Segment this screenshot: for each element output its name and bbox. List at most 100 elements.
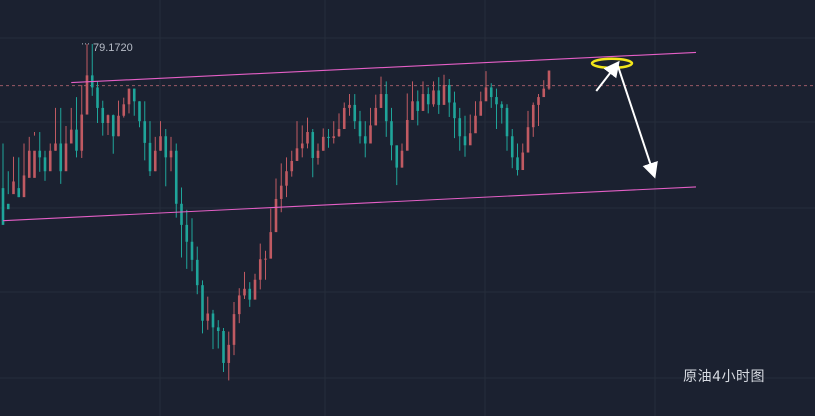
candle-body — [468, 133, 472, 146]
candle — [437, 77, 441, 114]
candle — [159, 121, 162, 151]
candle — [33, 132, 36, 178]
candle-body — [437, 90, 441, 105]
candle-body — [232, 314, 236, 345]
candle — [195, 246, 199, 295]
candle — [96, 81, 99, 123]
candle-body — [489, 87, 493, 98]
candle — [421, 81, 425, 111]
candle-body — [264, 258, 267, 260]
candle — [500, 101, 504, 124]
chart-caption: 原油4小时图 — [683, 369, 765, 385]
candle — [27, 136, 31, 178]
candle — [48, 143, 52, 172]
candle — [411, 81, 414, 120]
candle — [369, 107, 372, 144]
candle-body — [64, 143, 68, 172]
candle-body — [474, 115, 477, 134]
candle-body — [479, 101, 483, 116]
candle — [64, 126, 68, 172]
candle — [505, 104, 509, 151]
candle — [143, 101, 147, 161]
candle — [379, 76, 383, 108]
candle-body — [453, 102, 456, 119]
candle-body — [206, 313, 210, 321]
candle-body — [127, 88, 131, 105]
candle — [75, 97, 78, 158]
candle-body — [342, 107, 346, 130]
candle-body — [505, 107, 509, 137]
annotation-arrow — [616, 63, 658, 179]
candle — [489, 83, 493, 108]
candle — [342, 102, 346, 130]
candles — [1, 44, 551, 381]
candle-body — [516, 157, 519, 171]
candle-body — [85, 75, 89, 115]
candle-body — [290, 160, 294, 172]
candle-body — [306, 132, 309, 144]
candle — [479, 91, 483, 116]
candle-body — [33, 150, 36, 178]
candle — [274, 178, 278, 233]
candle — [185, 209, 189, 269]
candle-body — [111, 115, 115, 137]
candle — [138, 101, 141, 128]
candle — [537, 94, 540, 127]
candle-body — [395, 145, 399, 168]
candle — [243, 271, 246, 300]
candle-body — [316, 150, 320, 158]
candle — [59, 107, 63, 184]
candle — [542, 80, 546, 98]
candle — [348, 94, 351, 116]
candle — [453, 91, 456, 139]
candle-body — [180, 203, 183, 225]
candle-body — [269, 232, 273, 259]
candle-body — [54, 143, 57, 151]
high-price-value: 79.1720 — [93, 42, 133, 54]
candle-body — [300, 143, 304, 149]
candle — [316, 143, 320, 165]
candle-body — [369, 125, 372, 144]
candle-body — [321, 136, 325, 151]
candle — [327, 129, 330, 148]
candle — [353, 94, 357, 130]
candle — [510, 129, 514, 169]
candle — [164, 129, 168, 187]
candle — [248, 282, 252, 307]
candle-body — [243, 288, 246, 296]
candle-body — [75, 129, 78, 151]
candle — [358, 110, 362, 144]
annotation-arrow — [595, 60, 620, 92]
candle-body — [101, 107, 105, 123]
candle — [253, 273, 257, 300]
candle-body — [411, 101, 414, 120]
candle — [43, 150, 47, 181]
candle-body — [80, 114, 84, 151]
candle-body — [442, 85, 446, 105]
candle-body — [22, 175, 26, 198]
candle — [484, 71, 488, 102]
highlight-ellipse — [590, 57, 634, 70]
candle-body — [227, 344, 231, 363]
candle-body — [363, 136, 367, 144]
candle — [426, 87, 430, 114]
candle — [127, 88, 131, 114]
candle — [269, 208, 273, 259]
channel-lower-line — [2, 186, 697, 222]
candle-body — [12, 181, 15, 195]
candle — [395, 145, 399, 186]
candle — [463, 115, 467, 157]
high-price-label: 79.1720 — [93, 42, 133, 54]
candle — [174, 143, 178, 218]
candle-body — [201, 285, 204, 321]
candle-body — [6, 203, 10, 210]
candle — [374, 94, 378, 126]
candle-body — [374, 107, 378, 126]
candle — [432, 81, 435, 107]
candle — [190, 218, 194, 272]
candle-body — [358, 121, 362, 137]
candle-body — [426, 94, 430, 105]
candle-body — [500, 104, 504, 108]
candle-body — [447, 85, 451, 103]
candle — [332, 121, 336, 144]
